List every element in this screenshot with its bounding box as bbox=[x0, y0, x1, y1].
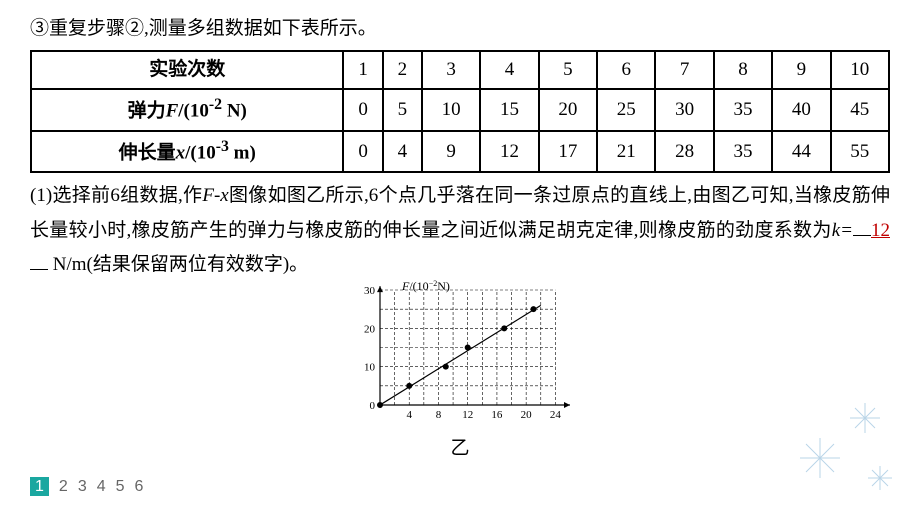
table-row-header: 实验次数12345678910 bbox=[31, 51, 889, 89]
svg-text:16: 16 bbox=[491, 409, 503, 418]
data-cell: 21 bbox=[597, 131, 655, 173]
data-cell: 4 bbox=[480, 51, 538, 89]
data-cell: 25 bbox=[597, 89, 655, 131]
pager-item-2[interactable]: 2 bbox=[59, 478, 68, 495]
answer-value: 12 bbox=[871, 220, 890, 241]
data-cell: 35 bbox=[714, 89, 772, 131]
data-cell: 0 bbox=[343, 89, 382, 131]
pager-item-1[interactable]: 1 bbox=[30, 477, 49, 496]
data-cell: 35 bbox=[714, 131, 772, 173]
chart-caption: 乙 bbox=[30, 432, 890, 466]
data-cell: 15 bbox=[480, 89, 538, 131]
data-cell: 8 bbox=[714, 51, 772, 89]
data-cell: 9 bbox=[422, 131, 480, 173]
table-row-extension: 伸长量x/(10-3 m)04912172128354455 bbox=[31, 131, 889, 173]
svg-text:30: 30 bbox=[364, 285, 376, 297]
data-cell: 10 bbox=[422, 89, 480, 131]
row-header-cell: 实验次数 bbox=[31, 51, 343, 89]
para-part1: (1)选择前6组数据,作 bbox=[30, 185, 202, 206]
row-header-cell: 弹力F/(10-2 N) bbox=[31, 89, 343, 131]
pager-item-6[interactable]: 6 bbox=[135, 478, 144, 495]
data-cell: 20 bbox=[539, 89, 597, 131]
data-cell: 9 bbox=[772, 51, 830, 89]
data-cell: 30 bbox=[655, 89, 713, 131]
pager-item-3[interactable]: 3 bbox=[78, 478, 87, 495]
blank-before bbox=[853, 235, 871, 236]
data-cell: 44 bbox=[772, 131, 830, 173]
k-label: k= bbox=[832, 220, 853, 241]
row-header-cell: 伸长量x/(10-3 m) bbox=[31, 131, 343, 173]
data-cell: 6 bbox=[597, 51, 655, 89]
question-text: (1)选择前6组数据,作F-x图像如图乙所示,6个点几乎落在同一条过原点的直线上… bbox=[30, 179, 890, 282]
data-cell: 17 bbox=[539, 131, 597, 173]
blank-after bbox=[30, 269, 48, 270]
svg-text:12: 12 bbox=[462, 409, 473, 418]
pager-item-5[interactable]: 5 bbox=[116, 478, 125, 495]
svg-text:F/(10−2N): F/(10−2N) bbox=[401, 279, 450, 293]
svg-text:4: 4 bbox=[406, 409, 412, 418]
data-cell: 12 bbox=[480, 131, 538, 173]
data-table: 实验次数12345678910 弹力F/(10-2 N)051015202530… bbox=[30, 50, 890, 173]
data-cell: 7 bbox=[655, 51, 713, 89]
data-cell: 0 bbox=[343, 131, 382, 173]
data-cell: 5 bbox=[539, 51, 597, 89]
pager: 123456 bbox=[30, 473, 153, 502]
data-cell: 5 bbox=[383, 89, 422, 131]
table-row-force: 弹力F/(10-2 N)051015202530354045 bbox=[31, 89, 889, 131]
pager-item-4[interactable]: 4 bbox=[97, 478, 106, 495]
svg-text:10: 10 bbox=[364, 362, 376, 374]
svg-text:0: 0 bbox=[370, 400, 376, 412]
svg-text:20: 20 bbox=[364, 323, 376, 335]
svg-text:24: 24 bbox=[550, 409, 562, 418]
data-cell: 4 bbox=[383, 131, 422, 173]
svg-text:20: 20 bbox=[521, 409, 533, 418]
data-cell: 2 bbox=[383, 51, 422, 89]
para-part3: N/m(结果保留两位有效数字)。 bbox=[48, 254, 308, 275]
data-cell: 3 bbox=[422, 51, 480, 89]
data-cell: 28 bbox=[655, 131, 713, 173]
data-cell: 40 bbox=[772, 89, 830, 131]
fx-label: F-x bbox=[202, 185, 228, 206]
intro-text: ③重复步骤②,测量多组数据如下表所示。 bbox=[30, 12, 890, 46]
data-cell: 55 bbox=[831, 131, 889, 173]
data-cell: 45 bbox=[831, 89, 889, 131]
svg-text:8: 8 bbox=[436, 409, 442, 418]
data-cell: 10 bbox=[831, 51, 889, 89]
fx-chart: 01020304812162024F/(10−2N)x/(10−3m) bbox=[340, 278, 580, 418]
data-cell: 1 bbox=[343, 51, 382, 89]
